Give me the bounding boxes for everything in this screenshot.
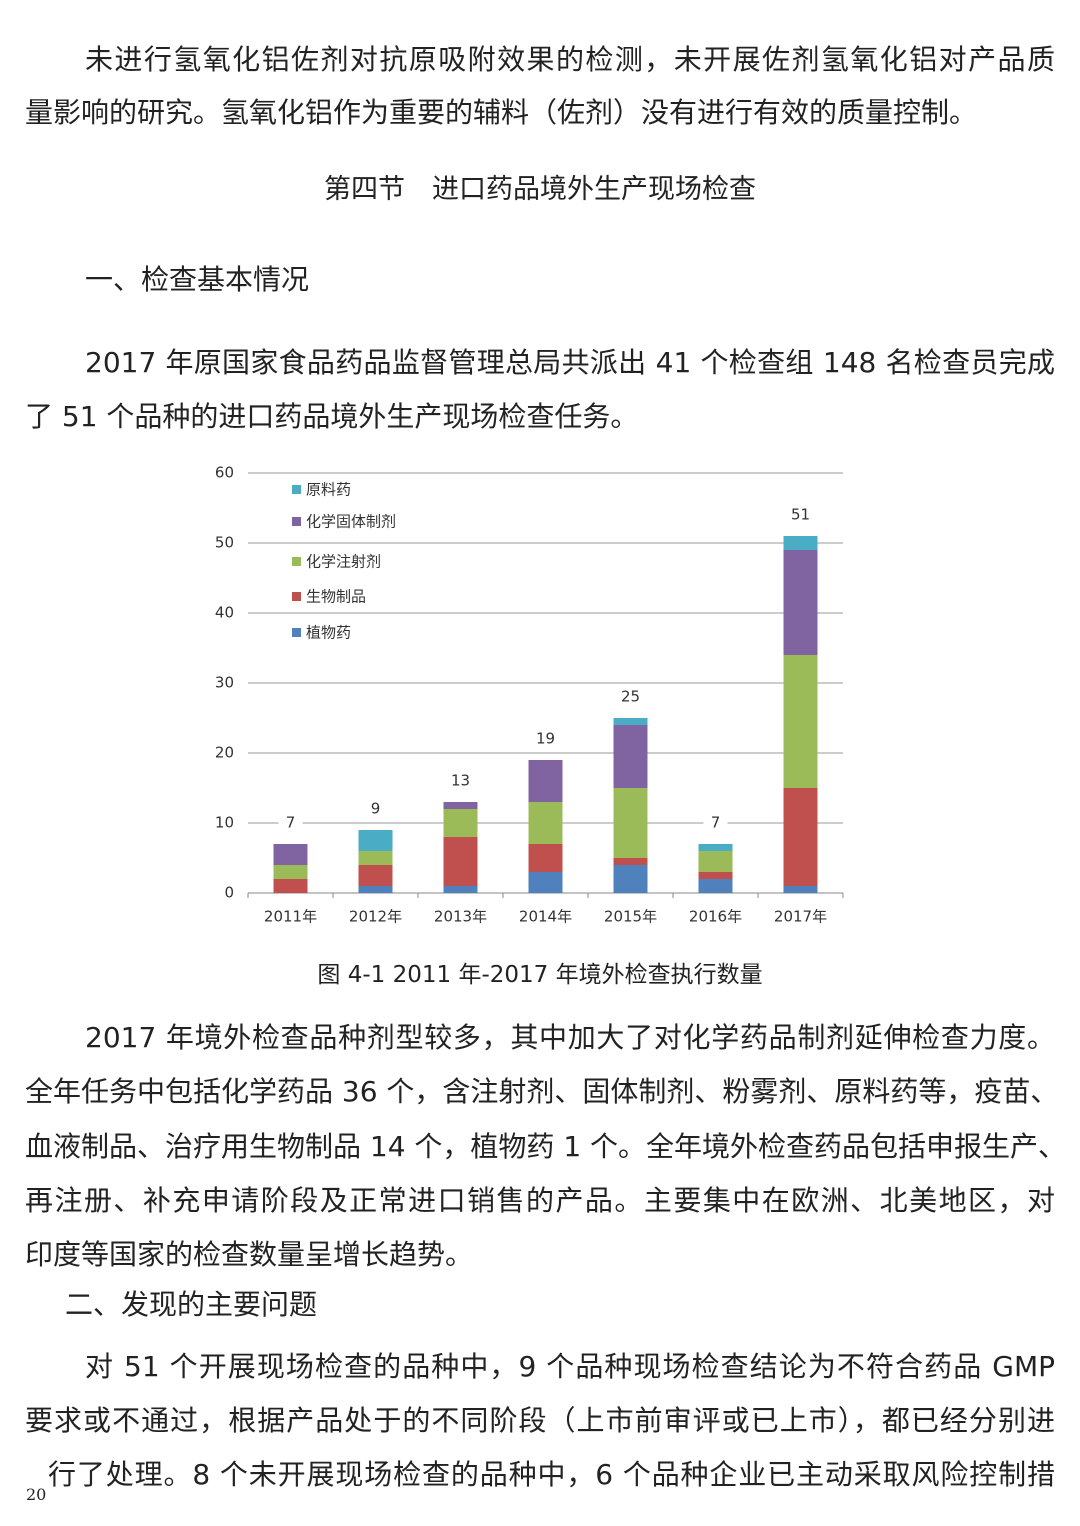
section-title: 第四节 进口药品境外生产现场检查 bbox=[324, 174, 756, 205]
label-bg bbox=[278, 813, 303, 833]
x-tick-label: 2011年 bbox=[264, 908, 317, 926]
total-label: 13 bbox=[451, 772, 470, 790]
y-tick-label: 50 bbox=[215, 534, 234, 552]
bar-segment bbox=[783, 886, 818, 893]
legend-swatch bbox=[292, 592, 301, 601]
bar-segment bbox=[358, 865, 393, 886]
bar-segment bbox=[528, 760, 563, 802]
text-line: 再注册、补充申请阶段及正常进口销售的产品。主要集中在欧洲、北美地区，对 bbox=[25, 1184, 1055, 1217]
text-line: 全年任务中包括化学药品 36 个，含注射剂、固体制剂、粉雾剂、原料药等，疫苗、 bbox=[25, 1075, 1055, 1108]
legend-label: 化学固体制剂 bbox=[306, 513, 396, 531]
label-bg bbox=[618, 687, 643, 707]
legend-label: 生物制品 bbox=[306, 588, 366, 606]
text-line: 印度等国家的检查数量呈增长趋势。 bbox=[25, 1238, 474, 1271]
text-line: 2017 年原国家食品药品监督管理总局共派出 41 个检查组 148 名检查员完… bbox=[85, 346, 1055, 379]
legend-swatch bbox=[292, 557, 301, 566]
bar-segment bbox=[273, 865, 308, 879]
text-line: 要求或不通过，根据产品处于的不同阶段（上市前审评或已上市），都已经分别进 bbox=[25, 1404, 1055, 1437]
label-bg bbox=[363, 799, 388, 819]
text-line: 量影响的研究。氢氧化铝作为重要的辅料（佐剂）没有进行有效的质量控制。 bbox=[25, 96, 978, 129]
page-number: 20 bbox=[26, 1485, 47, 1504]
x-tick-label: 2015年 bbox=[604, 908, 657, 926]
bar-segment bbox=[783, 788, 818, 886]
bar-segment bbox=[613, 788, 648, 858]
bar-segment bbox=[273, 844, 308, 865]
y-tick-label: 0 bbox=[224, 884, 234, 902]
heading: 一、检查基本情况 bbox=[85, 263, 310, 296]
bar-segment bbox=[273, 879, 308, 893]
x-tick-label: 2012年 bbox=[349, 908, 402, 926]
x-tick-label: 2017年 bbox=[774, 908, 827, 926]
bar-segment bbox=[698, 872, 733, 879]
text-line: 未进行氢氧化铝佐剂对抗原吸附效果的检测，未开展佐剂氢氧化铝对产品质 bbox=[85, 43, 1055, 76]
bar-segment bbox=[528, 802, 563, 844]
label-bg bbox=[703, 813, 728, 833]
bar-segment bbox=[443, 886, 478, 893]
bar-segment bbox=[783, 536, 818, 550]
legend-label: 原料药 bbox=[306, 481, 351, 499]
y-tick-label: 10 bbox=[215, 814, 234, 832]
legend-swatch bbox=[292, 517, 301, 526]
bar-segment bbox=[613, 718, 648, 725]
legend-swatch bbox=[292, 485, 301, 494]
bar-segment bbox=[698, 851, 733, 872]
text-line: 对 51 个开展现场检查的品种中，9 个品种现场检查结论为不符合药品 GMP bbox=[85, 1350, 1055, 1383]
bar-segment bbox=[358, 886, 393, 893]
total-label: 7 bbox=[286, 814, 296, 832]
total-label: 9 bbox=[371, 800, 381, 818]
bar-segment bbox=[443, 809, 478, 837]
bar-segment bbox=[358, 851, 393, 865]
bar-segment bbox=[698, 844, 733, 851]
bar-segment bbox=[613, 858, 648, 865]
label-bg bbox=[788, 505, 813, 525]
bar-segment bbox=[443, 837, 478, 886]
y-tick-label: 60 bbox=[215, 464, 234, 482]
text-line: 行了处理。8 个未开展现场检查的品种中，6 个品种企业已主动采取风险控制措 bbox=[48, 1458, 1055, 1491]
text-line: 了 51 个品种的进口药品境外生产现场检查任务。 bbox=[25, 400, 639, 433]
legend-label: 化学注射剂 bbox=[306, 553, 381, 571]
bar-segment bbox=[613, 725, 648, 788]
figure-caption: 图 4-1 2011 年-2017 年境外检查执行数量 bbox=[317, 962, 763, 988]
text-line: 2017 年境外检查品种剂型较多，其中加大了对化学药品制剂延伸检查力度。 bbox=[85, 1021, 1055, 1054]
bar-segment bbox=[698, 879, 733, 893]
y-tick-label: 20 bbox=[215, 744, 234, 762]
bar-segment bbox=[783, 655, 818, 788]
total-label: 25 bbox=[621, 688, 640, 706]
total-label: 19 bbox=[536, 730, 555, 748]
y-tick-label: 30 bbox=[215, 674, 234, 692]
bar-segment bbox=[528, 872, 563, 893]
y-tick-label: 40 bbox=[215, 604, 234, 622]
bar-segment bbox=[443, 802, 478, 809]
legend-label: 植物药 bbox=[306, 624, 351, 642]
label-bg bbox=[533, 729, 558, 749]
label-bg bbox=[448, 771, 473, 791]
x-tick-label: 2014年 bbox=[519, 908, 572, 926]
x-tick-label: 2016年 bbox=[689, 908, 742, 926]
text-line: 血液制品、治疗用生物制品 14 个，植物药 1 个。全年境外检查药品包括申报生产… bbox=[25, 1130, 1055, 1163]
x-tick-label: 2013年 bbox=[434, 908, 487, 926]
bar-segment bbox=[358, 830, 393, 851]
heading: 二、发现的主要问题 bbox=[65, 1288, 318, 1321]
total-label: 7 bbox=[711, 814, 721, 832]
total-label: 51 bbox=[791, 506, 810, 524]
bar-segment bbox=[528, 844, 563, 872]
bar-segment bbox=[783, 550, 818, 655]
bar-segment bbox=[613, 865, 648, 893]
legend-swatch bbox=[292, 628, 301, 637]
